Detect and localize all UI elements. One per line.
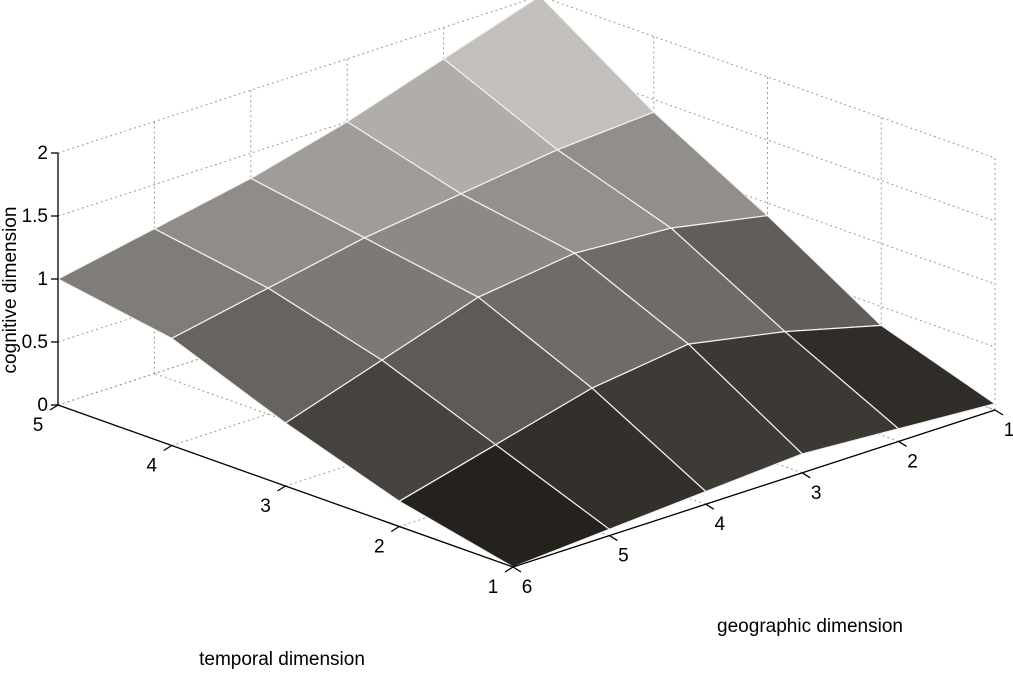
x-tick-label: 3 — [811, 483, 822, 504]
z-tick-label: 0.5 — [22, 332, 48, 353]
x-tick-label: 6 — [522, 577, 533, 598]
y-tick-mark — [163, 444, 173, 452]
y-tick-mark — [277, 485, 286, 492]
surface-layer — [56, 0, 997, 568]
x-tick-mark — [512, 566, 522, 573]
y-tick-mark — [49, 404, 59, 411]
y-tick-label: 5 — [33, 415, 44, 436]
z-tick-label: 0 — [37, 395, 48, 416]
y-tick-label: 4 — [146, 456, 157, 477]
y-tick-label: 3 — [260, 496, 271, 517]
x-tick-label: 5 — [618, 546, 629, 567]
z-axis-label: cognitive dimension — [0, 207, 21, 374]
y-tick-mark — [390, 525, 400, 533]
z-tick-label: 1 — [37, 269, 48, 290]
x-tick-label: 4 — [715, 514, 726, 535]
surface-patch — [398, 443, 611, 568]
x-tick-label: 2 — [907, 451, 918, 472]
y-tick-label: 1 — [488, 577, 499, 598]
z-tick-label: 2 — [37, 143, 48, 164]
x-tick-mark — [898, 440, 907, 447]
x-tick-mark — [994, 409, 1004, 416]
x-axis-line — [512, 409, 996, 568]
y-tick-label: 2 — [374, 537, 385, 558]
x-tick-mark — [609, 535, 618, 542]
x-tick-mark — [801, 472, 811, 479]
x-tick-mark — [705, 503, 715, 510]
y-tick-mark — [504, 566, 514, 573]
z-tick-label: 1.5 — [22, 206, 48, 227]
x-tick-label: 1 — [1004, 420, 1013, 441]
y-axis-label: temporal dimension — [199, 649, 365, 670]
x-axis-label: geographic dimension — [717, 616, 903, 637]
